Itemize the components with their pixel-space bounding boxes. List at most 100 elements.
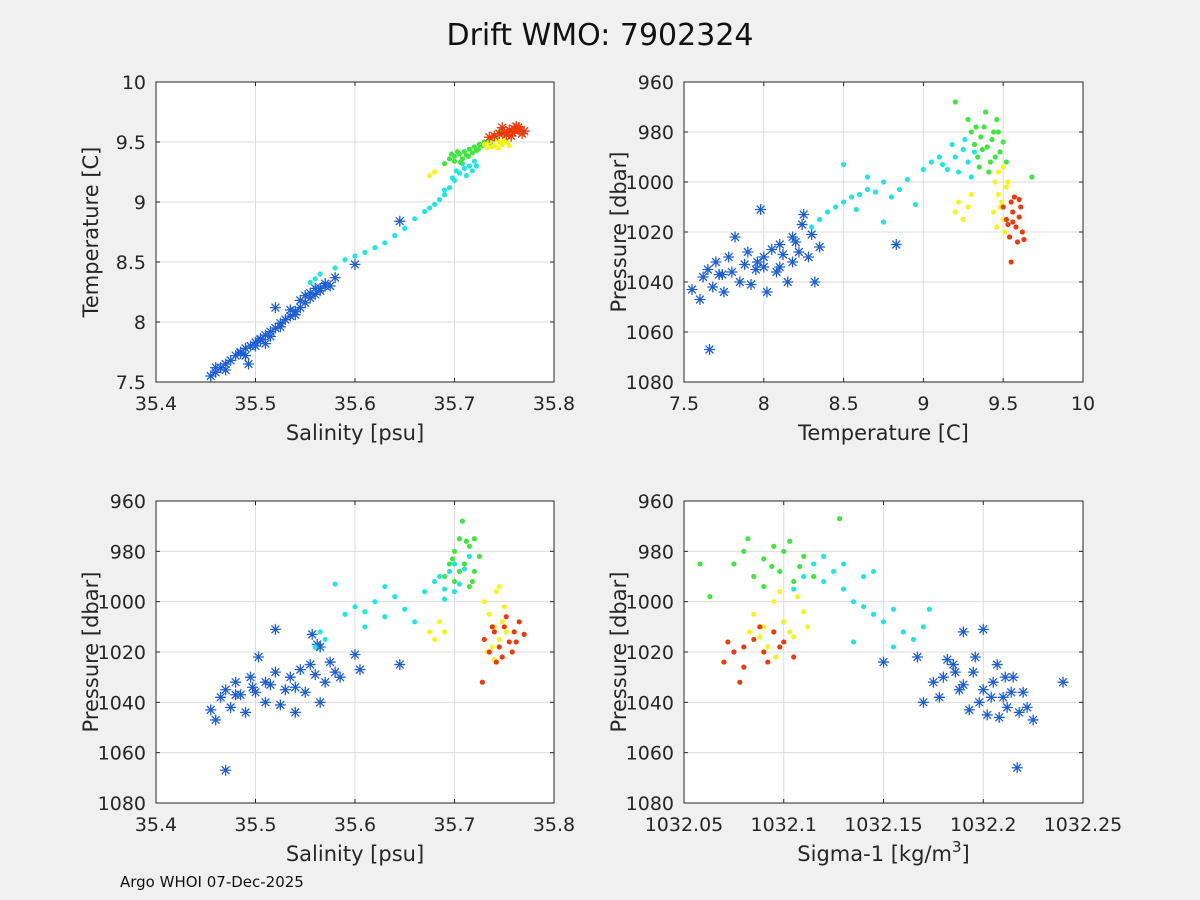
data-point-dot <box>781 639 787 645</box>
x-tick-label: 8.5 <box>828 393 858 415</box>
data-point-star <box>993 711 1005 723</box>
data-point-star <box>985 691 997 703</box>
data-point-dot <box>825 209 831 215</box>
data-point-star <box>279 314 291 326</box>
data-point-star <box>289 706 301 718</box>
x-tick-label: 35.8 <box>533 393 575 415</box>
data-point-dot <box>880 619 887 625</box>
data-point-dot <box>451 561 458 567</box>
data-point-dot <box>777 589 783 595</box>
data-point-star <box>516 128 528 140</box>
data-point-dot <box>501 604 507 610</box>
x-axis-label: Temperature [C] <box>797 421 969 445</box>
data-point-star <box>1021 701 1033 713</box>
data-point-dot <box>461 165 468 171</box>
data-point-dot <box>511 629 517 635</box>
data-point-dot <box>926 606 932 612</box>
data-point-star <box>220 684 232 696</box>
data-point-star <box>999 671 1011 683</box>
data-point-dot <box>751 611 757 617</box>
data-point-dot <box>317 271 323 277</box>
data-point-dot <box>920 166 927 173</box>
data-point-dot <box>436 197 443 203</box>
data-point-star <box>210 714 222 726</box>
data-point-dot <box>900 629 907 635</box>
data-point-dot <box>787 538 793 544</box>
data-point-dot <box>769 563 775 570</box>
data-point-dot <box>451 548 458 554</box>
data-point-dot <box>446 561 453 567</box>
data-point-dot <box>1013 224 1019 230</box>
data-point-star <box>329 272 341 284</box>
data-point-star <box>309 288 321 300</box>
x-tick-label: 10 <box>1071 393 1095 415</box>
data-point-dot <box>983 109 989 115</box>
data-point-star <box>761 286 773 298</box>
data-point-dot <box>489 144 495 150</box>
data-point-dot <box>731 561 737 567</box>
data-point-dot <box>860 604 867 610</box>
data-point-dot <box>833 204 839 210</box>
data-point-star <box>500 129 512 141</box>
data-point-dot <box>976 164 982 170</box>
data-point-dot <box>446 568 453 575</box>
x-tick-label: 7.5 <box>669 393 699 415</box>
data-point-dot <box>978 134 984 140</box>
y-tick-label: 1080 <box>626 793 674 815</box>
y-tick-label: 1020 <box>98 642 146 664</box>
data-point-star <box>702 264 714 275</box>
data-point-dot <box>747 629 753 635</box>
data-point-dot <box>441 629 448 635</box>
data-point-dot <box>479 679 485 685</box>
data-point-dot <box>771 599 777 605</box>
data-point-star <box>814 241 826 253</box>
data-point-star <box>793 246 805 258</box>
data-point-dot <box>1016 196 1022 203</box>
data-point-dot <box>456 536 463 542</box>
y-tick-label: 7.5 <box>116 372 146 394</box>
data-point-star <box>294 664 306 676</box>
data-point-dot <box>791 634 797 640</box>
data-point-dot <box>513 639 519 645</box>
data-point-dot <box>506 639 512 645</box>
data-point-star <box>269 322 281 334</box>
data-point-dot <box>1008 259 1014 265</box>
data-point-dot <box>1005 179 1011 185</box>
series-cyan <box>307 158 479 285</box>
data-point-dot <box>707 594 713 600</box>
data-point-dot <box>1002 229 1008 235</box>
panel-pressure-vs-salinity: 35.4 35.5 35.6 35.7 35.8 960 980 1000 1020 1040 10… <box>79 491 575 866</box>
data-point-star <box>802 251 814 263</box>
data-point-dot <box>362 249 368 255</box>
y-tick-label: 1060 <box>626 322 674 344</box>
x-tick-label: 1032.15 <box>844 814 923 836</box>
data-point-dot <box>451 589 458 595</box>
data-point-dot <box>372 245 378 251</box>
x-axis-label: Sigma-1 [kg/m3] <box>797 838 969 866</box>
data-point-star <box>496 122 508 134</box>
data-point-dot <box>880 179 887 185</box>
data-point-dot <box>471 158 477 164</box>
data-point-star <box>306 628 318 640</box>
data-point-dot <box>741 548 747 554</box>
data-point-dot <box>860 573 867 580</box>
y-tick-label: 980 <box>638 122 674 144</box>
data-point-dot <box>521 631 527 637</box>
data-point-dot <box>516 619 522 625</box>
data-point-dot <box>372 599 378 605</box>
data-point-dot <box>1006 234 1013 240</box>
data-point-dot <box>761 624 767 630</box>
data-point-dot <box>791 578 797 585</box>
x-tick-label: 35.6 <box>334 814 376 836</box>
data-point-dot <box>402 225 408 231</box>
x-tick-label: 8 <box>758 393 770 415</box>
data-point-dot <box>432 169 438 175</box>
series-green <box>952 99 1035 180</box>
data-point-dot <box>725 639 731 645</box>
data-point-star <box>1011 762 1023 774</box>
data-point-star <box>1001 701 1013 713</box>
data-point-star <box>243 358 255 370</box>
y-axis-label: Pressure [dbar] <box>607 152 631 313</box>
data-point-star <box>697 271 709 283</box>
